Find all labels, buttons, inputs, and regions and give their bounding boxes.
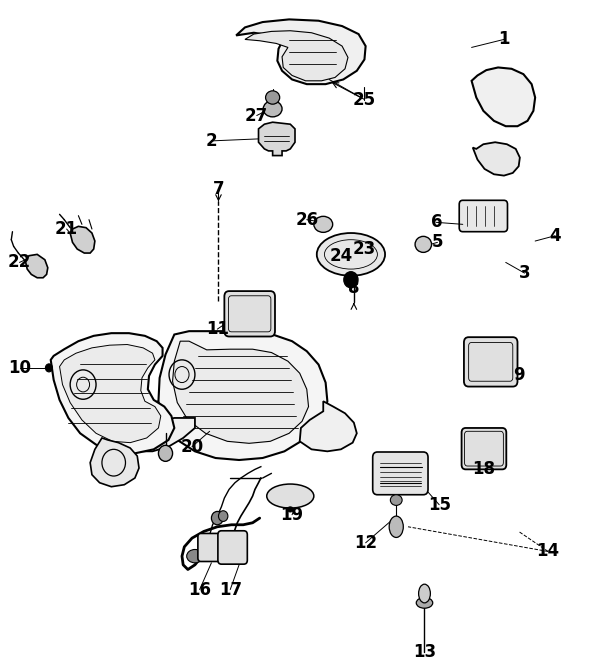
Text: 6: 6 — [431, 213, 442, 231]
Polygon shape — [90, 438, 139, 487]
Polygon shape — [471, 68, 535, 126]
Text: 11: 11 — [206, 320, 229, 338]
FancyBboxPatch shape — [224, 291, 275, 337]
Text: 15: 15 — [428, 496, 451, 514]
FancyBboxPatch shape — [464, 337, 517, 387]
Ellipse shape — [45, 364, 53, 372]
Ellipse shape — [389, 516, 404, 537]
Polygon shape — [258, 122, 295, 156]
Text: 27: 27 — [245, 106, 268, 124]
Text: 22: 22 — [8, 254, 31, 272]
Ellipse shape — [186, 549, 203, 563]
Ellipse shape — [218, 510, 228, 521]
Polygon shape — [104, 401, 195, 452]
Polygon shape — [60, 345, 161, 443]
Text: 19: 19 — [280, 506, 304, 524]
Text: 14: 14 — [536, 543, 560, 561]
Polygon shape — [236, 19, 366, 84]
Text: 10: 10 — [8, 359, 31, 377]
FancyBboxPatch shape — [218, 531, 247, 564]
Text: 16: 16 — [188, 581, 211, 599]
FancyBboxPatch shape — [198, 533, 221, 561]
Text: 26: 26 — [295, 211, 319, 229]
Text: 23: 23 — [353, 240, 376, 258]
Text: 13: 13 — [413, 643, 436, 660]
Polygon shape — [300, 401, 357, 452]
Text: 20: 20 — [181, 438, 204, 456]
Ellipse shape — [266, 91, 280, 104]
FancyBboxPatch shape — [459, 200, 507, 231]
Text: 9: 9 — [513, 365, 525, 383]
Ellipse shape — [417, 597, 432, 608]
Ellipse shape — [344, 272, 358, 288]
FancyBboxPatch shape — [461, 428, 506, 470]
Ellipse shape — [263, 101, 282, 117]
Ellipse shape — [267, 484, 314, 508]
Text: 21: 21 — [55, 220, 78, 238]
Text: 8: 8 — [348, 279, 360, 297]
Polygon shape — [51, 333, 174, 454]
Text: 7: 7 — [212, 180, 224, 198]
Polygon shape — [70, 226, 95, 253]
Text: 24: 24 — [329, 247, 353, 265]
Text: 3: 3 — [519, 264, 530, 282]
Text: 17: 17 — [219, 581, 242, 599]
Ellipse shape — [314, 216, 333, 232]
Polygon shape — [245, 31, 348, 81]
Text: 2: 2 — [205, 132, 217, 150]
Polygon shape — [172, 341, 309, 444]
Text: 25: 25 — [353, 90, 376, 108]
Ellipse shape — [159, 446, 172, 462]
Text: 4: 4 — [549, 227, 561, 245]
Text: 12: 12 — [354, 534, 377, 552]
Ellipse shape — [391, 495, 402, 505]
FancyBboxPatch shape — [373, 452, 428, 495]
Text: 1: 1 — [498, 30, 510, 48]
Ellipse shape — [419, 584, 430, 603]
Polygon shape — [473, 142, 520, 175]
Ellipse shape — [211, 511, 223, 524]
Ellipse shape — [415, 236, 431, 252]
Text: 5: 5 — [432, 233, 443, 252]
Text: 18: 18 — [472, 460, 495, 478]
Ellipse shape — [287, 506, 294, 512]
Ellipse shape — [317, 233, 385, 276]
Polygon shape — [159, 331, 327, 460]
Polygon shape — [25, 254, 48, 278]
